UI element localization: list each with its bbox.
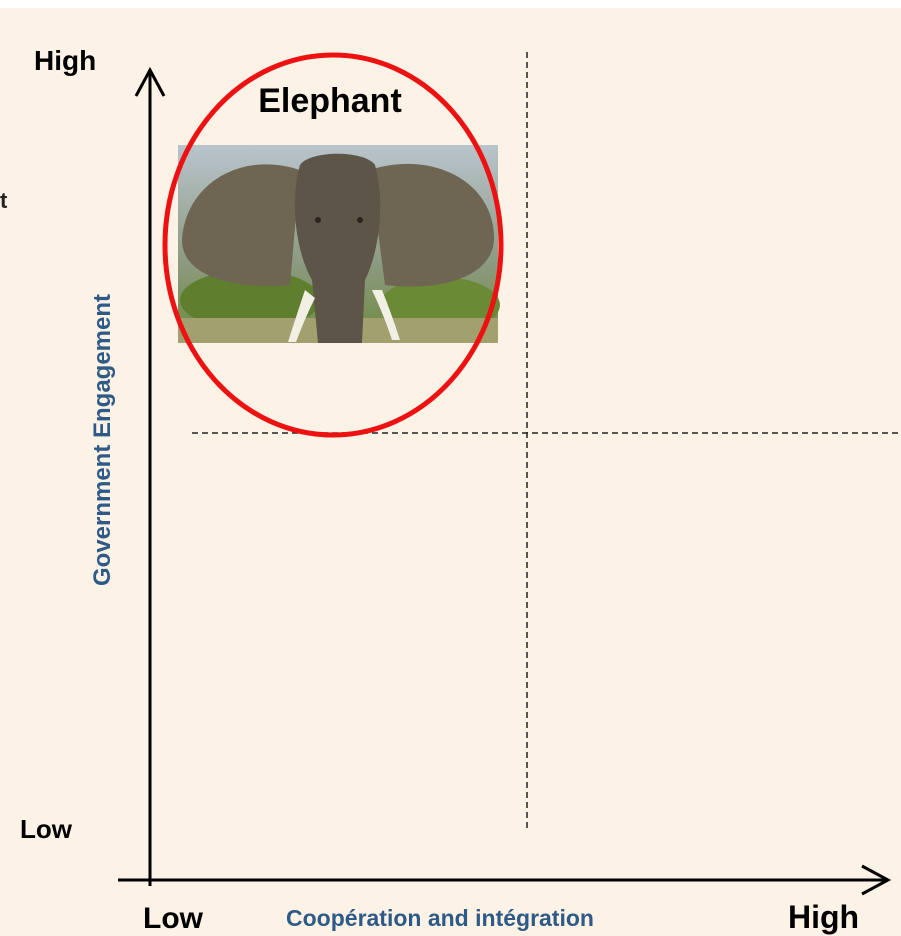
highlight-ellipse (162, 52, 504, 438)
x-low-label: Low (143, 902, 204, 935)
y-axis-arrow (134, 66, 166, 97)
quadrant-label: Elephant (258, 82, 402, 120)
cropped-text: t (0, 188, 8, 213)
y-high-label: High (34, 45, 96, 76)
y-axis-label: Government Engagement (89, 294, 116, 586)
y-low-label: Low (20, 814, 73, 844)
x-axis-arrow (861, 864, 892, 896)
elephant-image (178, 145, 500, 343)
x-axis-label: Coopération and intégration (286, 905, 594, 931)
x-high-label: High (788, 899, 859, 935)
